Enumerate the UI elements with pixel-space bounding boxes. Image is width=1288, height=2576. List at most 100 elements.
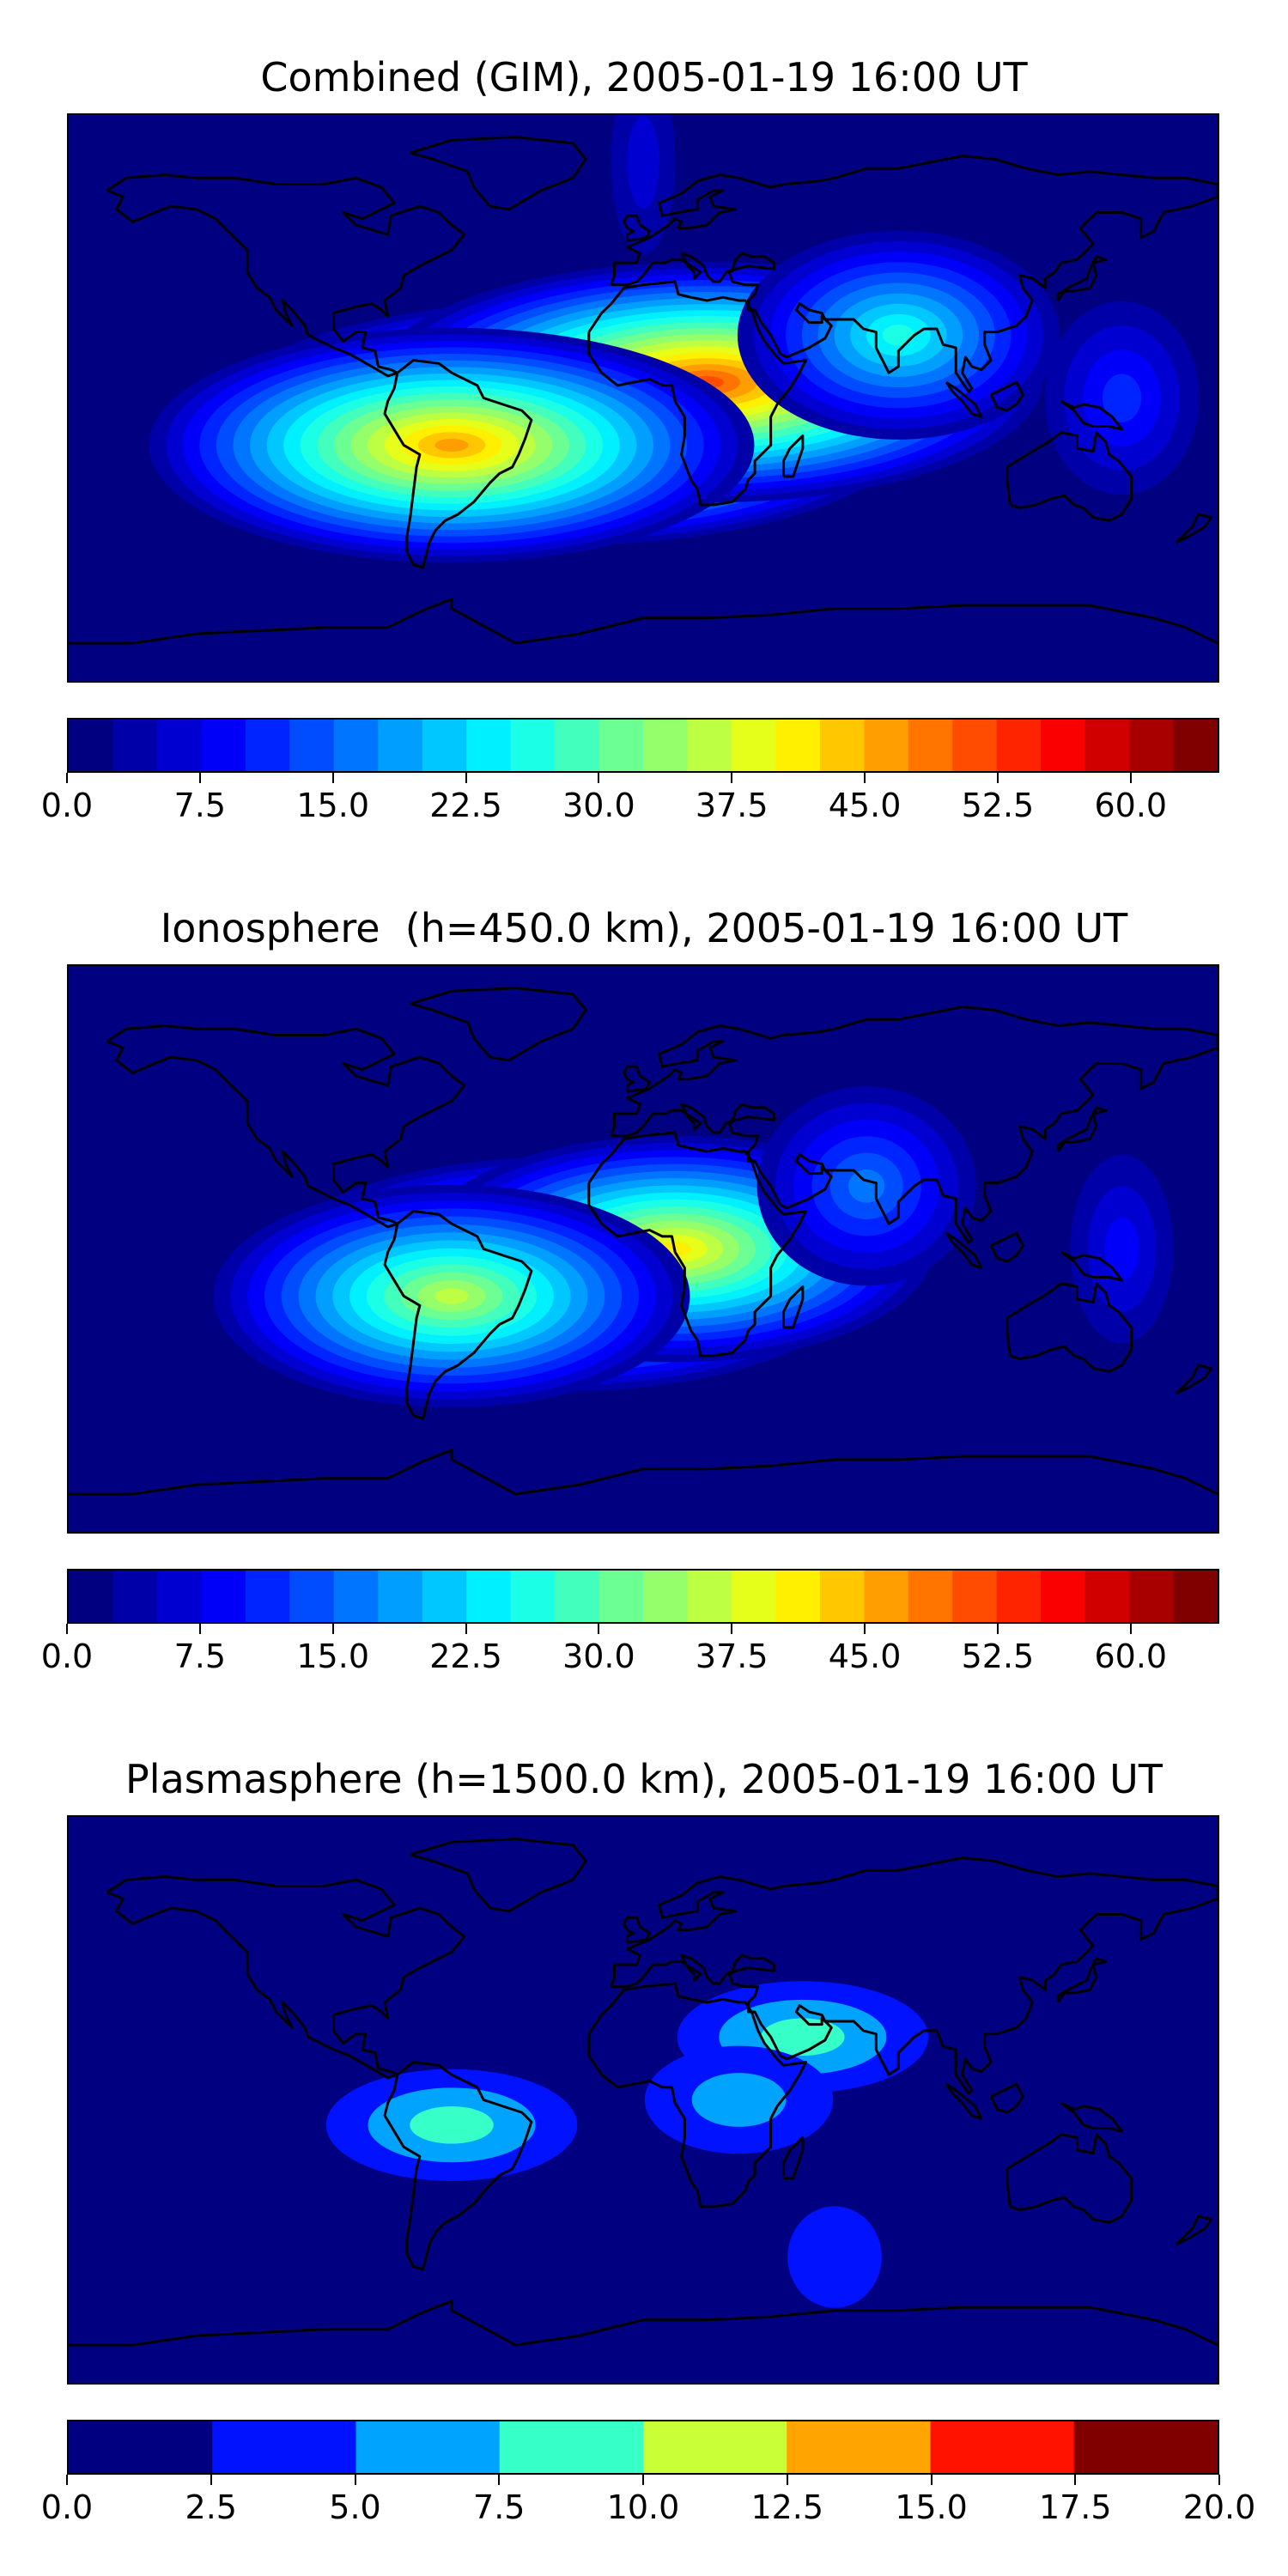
colorbar-swatch-0-7 [378,720,423,771]
colorbar-swatch-0-19 [908,720,953,771]
colorbar-tick-label: 52.5 [961,1637,1035,1675]
coastline-antarctica-1 [69,1449,1218,1496]
colorbar-swatch-1-12 [598,1571,644,1622]
coastline-new-zealand-2 [1175,2215,1213,2246]
colorbar-swatch-0-20 [952,720,998,771]
coastline-eurasia-2 [610,1856,1218,2095]
coastline-south-america-0 [383,359,533,569]
coastline-north-america-0 [106,173,466,378]
colorbar-tick-mark [786,2475,788,2485]
colorbar-tick-label: 12.5 [750,2488,824,2526]
coastline-new-zealand-0 [1175,513,1213,544]
colorbar-swatch-0-2 [156,720,202,771]
colorbar-tick-mark [354,2475,356,2485]
colorbar-tick-label: 0.0 [40,787,94,824]
coastline-australia-0 [1005,431,1133,522]
colorbar-swatch-0-22 [1041,720,1086,771]
plasmasphere-title: Plasmasphere (h=1500.0 km), 2005-01-19 1… [125,1756,1163,1802]
plasmasphere-colorbar-swatches [69,2421,1218,2473]
colorbar-tick-label: 37.5 [695,787,769,824]
colorbar-swatch-2-1 [212,2421,357,2473]
colorbar-swatch-1-23 [1084,1571,1130,1622]
coastline-japan-0 [1056,255,1108,301]
combined-colorbar-swatches [69,720,1218,771]
colorbar-tick-label: 2.5 [185,2488,237,2526]
colorbar-tick-mark [864,773,866,783]
coastline-new-zealand-1 [1175,1364,1213,1395]
ionosphere-colorbar-ticks: 0.0 7.5 15.0 22.5 30.0 37.5 45.0 52.5 60.0 [41,1624,1219,1675]
coastline-japan-1 [1056,1106,1108,1152]
colorbar-tick-label: 15.0 [296,1637,369,1675]
heat-contour-1-4-3 [1104,1217,1139,1281]
colorbar-swatch-1-8 [422,1571,467,1622]
colorbar-tick-mark [210,2475,212,2485]
heat-contour-2-0-3 [761,2018,845,2057]
colorbar-tick-mark [642,2475,644,2485]
combined-map-plot [69,115,1218,681]
heat-contour-0-5-2 [627,116,659,209]
colorbar-tick-mark [465,773,467,783]
colorbar-swatch-1-20 [952,1571,998,1622]
coastline-sumatra-0 [945,380,983,418]
heat-contour-2-2-2 [691,2073,787,2127]
colorbar-swatch-0-8 [422,720,467,771]
combined-title: Combined (GIM), 2005-01-19 16:00 UT [260,54,1028,100]
coastline-north-america-2 [106,1875,466,2080]
colorbar-swatch-1-6 [333,1571,379,1622]
colorbar-tick-mark [1218,2475,1220,2485]
colorbar-tick-label: 15.0 [296,787,369,824]
colorbar-tick-label: 45.0 [828,787,902,824]
coastline-africa-1 [587,1131,808,1358]
colorbar-tick-label: 30.0 [562,787,635,824]
colorbar-tick-mark [498,2475,501,2485]
colorbar-swatch-1-4 [245,1571,290,1622]
coastline-eurasia-1 [610,1005,1218,1244]
colorbar-swatch-1-5 [289,1571,335,1622]
colorbar-swatch-1-25 [1173,1571,1218,1622]
heat-contour-0-4-4 [1102,374,1142,422]
plasmasphere-map-plot [69,1817,1218,2383]
colorbar-swatch-2-3 [499,2421,644,2473]
colorbar-swatch-0-3 [201,720,246,771]
coastline-borneo-1 [989,1231,1024,1263]
colorbar-swatch-0-18 [864,720,909,771]
colorbar-swatch-1-13 [643,1571,689,1622]
colorbar-tick-label: 52.5 [961,787,1035,824]
colorbar-swatch-2-4 [643,2421,787,2473]
heat-contour-2-3-1 [787,2206,882,2308]
colorbar-swatch-2-6 [930,2421,1075,2473]
coastline-greenland-0 [410,136,587,211]
colorbar-swatch-1-7 [378,1571,423,1622]
colorbar-swatch-1-16 [775,1571,821,1622]
colorbar-tick-mark [996,773,999,783]
colorbar-swatch-0-11 [555,720,600,771]
coastline-australia-2 [1005,2133,1133,2224]
coastline-japan-2 [1056,1957,1108,2003]
colorbar-swatch-0-12 [598,720,644,771]
coastline-antarctica-2 [69,2300,1218,2347]
colorbar-swatch-2-5 [787,2421,932,2473]
coastline-madagascar-0 [782,434,805,478]
colorbar-tick-mark [1074,2475,1077,2485]
heat-contour-0-3-10 [882,325,915,346]
colorbar-swatch-0-15 [731,720,776,771]
colorbar-tick-mark [598,773,600,783]
coastline-great-britain-1 [623,1065,651,1093]
coastline-new-guinea-0 [1060,399,1124,431]
coastline-australia-1 [1005,1282,1133,1373]
colorbar-swatch-1-11 [555,1571,600,1622]
map-background-2 [69,1817,1218,2383]
colorbar-tick-mark [465,1624,467,1634]
coastline-north-america-1 [106,1024,466,1229]
coastline-sumatra-1 [945,1231,983,1269]
colorbar-swatch-0-23 [1084,720,1130,771]
heat-contour-1-2-14 [434,1288,469,1304]
ionosphere-map-plot [69,966,1218,1532]
colorbar-swatch-1-0 [69,1571,114,1622]
colorbar-tick-label: 22.5 [429,1637,502,1675]
coastline-south-america-2 [383,2061,533,2271]
plasmasphere-colorbar-ticks: 0.0 2.5 5.0 7.5 10.0 12.5 15.0 17.5 20.0 [41,2475,1255,2526]
coastline-great-britain-0 [623,214,651,242]
coastline-greenland-1 [410,987,587,1062]
colorbar-swatch-1-21 [996,1571,1042,1622]
